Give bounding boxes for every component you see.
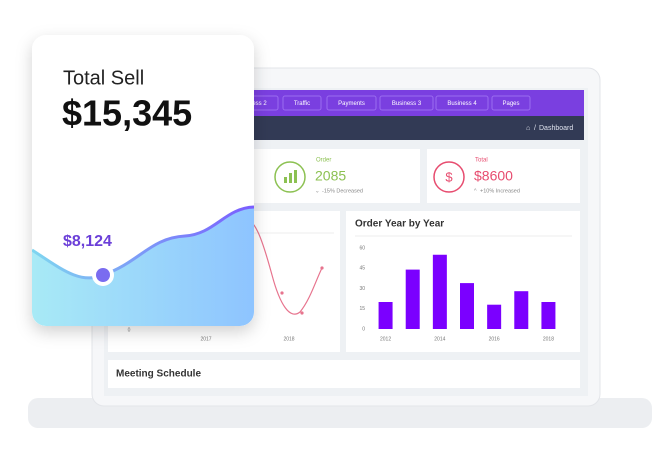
stat-value: 2085 (315, 168, 346, 184)
nav-tab[interactable] (326, 95, 377, 111)
stat-arrow: ⌄ (315, 188, 320, 194)
y-tick-label: 0 (128, 327, 131, 333)
icon-part (284, 177, 287, 183)
home-icon: ⌂ (526, 125, 530, 132)
icon-dollar: $ (445, 169, 453, 184)
y-tick-label: 45 (359, 266, 365, 272)
bar (487, 304, 502, 329)
x-tick-label: 2014 (434, 336, 445, 342)
breadcrumb-separator: / (534, 125, 536, 132)
y-tick-label: 60 (359, 245, 365, 251)
stat-icon (274, 161, 306, 193)
stat-value: $8600 (474, 168, 513, 184)
line-point (280, 291, 284, 295)
total-sell-card: Total Sell $15,345 $8,124 (32, 35, 254, 326)
x-tick-label: 2012 (380, 336, 391, 342)
icon-part (294, 170, 297, 183)
stat-card (427, 149, 580, 203)
stat-label: Total (475, 158, 488, 164)
stat-arrow: ^ (474, 188, 477, 194)
nav-tab-label[interactable]: Business 3 (392, 101, 422, 107)
card-amount: $15,345 (62, 93, 192, 134)
stat-icon (433, 161, 465, 193)
meeting-title: Meeting Schedule (116, 369, 201, 380)
x-tick-label: 2018 (283, 336, 294, 342)
stat-card (250, 149, 420, 203)
bar (514, 291, 529, 329)
nav-tab[interactable] (379, 95, 434, 111)
bar (405, 269, 420, 329)
stat-change: +10% Increased (480, 188, 520, 194)
nav-tab-label[interactable]: Business 4 (447, 101, 477, 107)
bar-chart: 0 15 30 45 60 2012 2014 2016 2018 (359, 245, 556, 342)
wave-area (32, 207, 254, 326)
chart-title: Order Year by Year (355, 219, 444, 230)
y-tick-label: 30 (359, 286, 365, 292)
wave-line (32, 205, 254, 280)
line-point (300, 311, 304, 315)
point-label: $8,124 (63, 233, 112, 250)
icon-part (289, 173, 292, 183)
card-title: Total Sell (63, 67, 144, 89)
bar (432, 254, 447, 329)
y-tick-label: 0 (362, 326, 365, 332)
bar-panel (346, 211, 580, 352)
stat-label: Order (316, 158, 331, 164)
line-point (320, 266, 324, 270)
nav-tab-label[interactable]: Traffic (294, 101, 310, 107)
line-series (239, 217, 323, 315)
x-tick-label: 2016 (489, 336, 500, 342)
stat-change: -15% Decreased (322, 188, 363, 194)
point-dot (96, 268, 110, 282)
nav-tab[interactable] (491, 95, 531, 111)
bar (541, 302, 556, 329)
breadcrumb-current[interactable]: Dashboard (539, 125, 573, 132)
bar (378, 302, 393, 329)
nav-tab[interactable] (435, 95, 489, 111)
nav-tab[interactable] (282, 95, 322, 111)
meeting-panel (108, 360, 580, 388)
bar (460, 283, 474, 329)
nav-tab-label[interactable]: Pages (502, 101, 519, 107)
x-tick-label: 2017 (200, 336, 211, 342)
nav-tab-label[interactable]: Payments (338, 101, 365, 107)
x-tick-label: 2018 (543, 336, 554, 342)
y-tick-label: 15 (359, 306, 365, 312)
